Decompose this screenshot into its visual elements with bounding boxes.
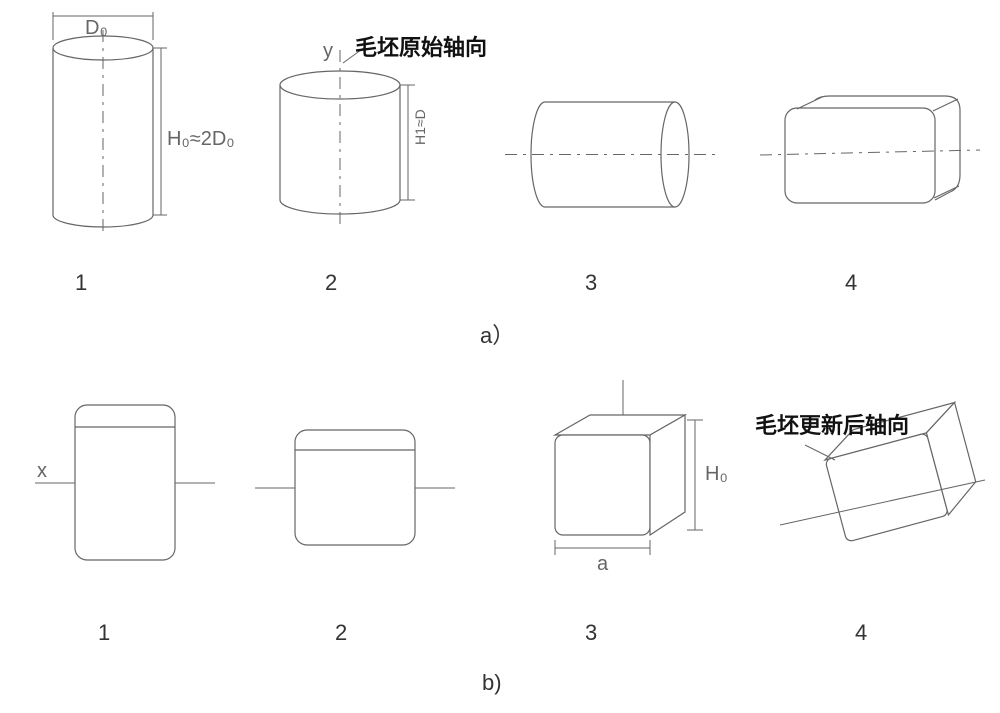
diagram-stage: D₀ H₀≈2D₀ 1 y H1≈D 毛坯原始轴向 2 [0,0,1000,713]
row-a-label: a） [480,318,514,350]
dim-a1-H0: H₀≈2D₀ [167,128,235,150]
label-a2-number: 2 [325,270,337,296]
shape-a2-cylinder-short: y H1≈D [265,45,455,245]
label-a1-number: 1 [75,270,87,296]
dim-b3-a: a [597,553,609,575]
label-a4-number: 4 [845,270,857,296]
shape-a1-cylinder-tall: D₀ H₀≈2D₀ [35,10,205,240]
label-b4-number: 4 [855,620,867,646]
axis-letter-x: x [37,460,47,482]
shape-b2-rounded-rect [255,420,455,575]
callout-original-axis: 毛坯原始轴向 [355,30,487,62]
axis-letter-y: y [323,40,333,62]
dim-a2-H1: H1≈D [412,109,428,145]
shape-b3-cuboid-upright: H₀ a [515,380,735,605]
shape-a4-cuboid [760,80,980,230]
label-a3-number: 3 [585,270,597,296]
label-b3-number: 3 [585,620,597,646]
callout-updated-axis: 毛坯更新后轴向 [755,408,909,440]
dim-b3-H0: H₀ [705,463,728,485]
row-b-label: b) [482,670,502,696]
label-b1-number: 1 [98,620,110,646]
shape-b1-rounded-rect: x [35,395,225,585]
shape-a3-cylinder-horizontal [505,80,715,230]
label-b2-number: 2 [335,620,347,646]
